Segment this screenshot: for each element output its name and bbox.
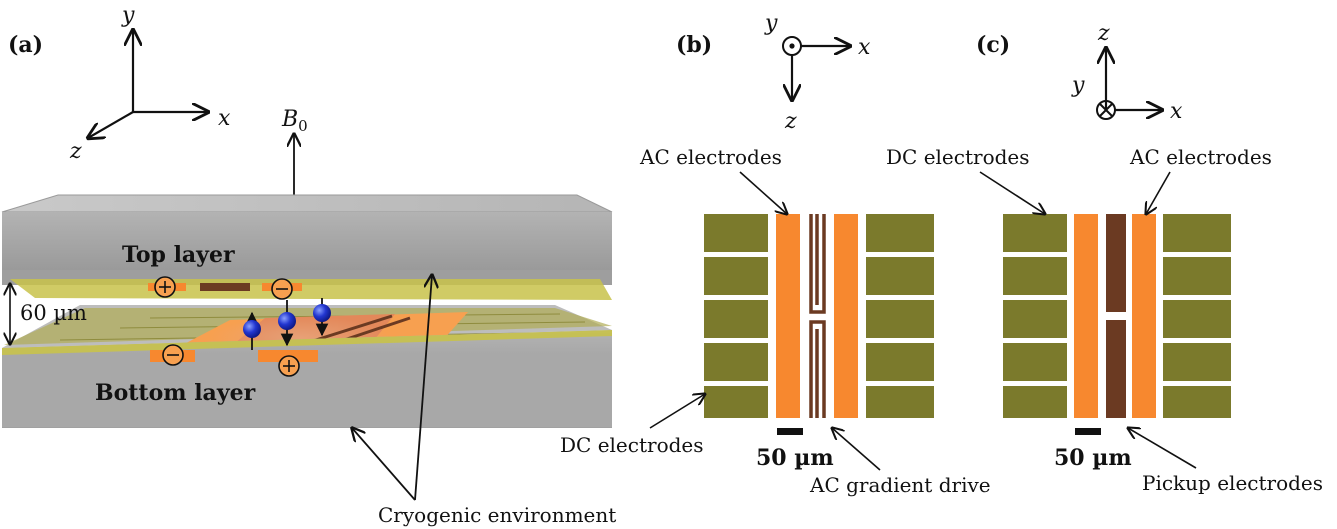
particles xyxy=(243,298,331,350)
dc-electrodes-pointer-b xyxy=(649,394,705,429)
cryo-arrow-bottom xyxy=(352,428,416,501)
panel-c-axes: z y x xyxy=(1071,21,1183,124)
axis-y-label: y xyxy=(121,3,135,28)
axis-x-label-b: x xyxy=(858,35,871,60)
dc-electrodes-label-b: DC electrodes xyxy=(560,433,704,457)
axis-z-label-b: z xyxy=(784,109,797,134)
particle-2 xyxy=(278,312,296,330)
particle-3 xyxy=(313,304,331,322)
ac-gradient-drive-pointer xyxy=(832,428,881,471)
scale-bar-c xyxy=(1075,428,1101,435)
panel-c: (c) z y x xyxy=(886,21,1323,495)
panel-a-label: (a) xyxy=(8,32,43,58)
cryo-arrow-top xyxy=(414,275,432,501)
bottom-layer-slab xyxy=(2,305,612,428)
particle-1 xyxy=(243,320,261,338)
pickup-electrodes-label: Pickup electrodes xyxy=(1142,471,1323,495)
ac-electrode-right-c xyxy=(1132,214,1156,418)
ac-gradient-drive xyxy=(809,214,826,418)
panel-b-label: (b) xyxy=(676,32,712,58)
panel-b: (b) y x z xyxy=(560,11,991,497)
dc-electrodes-left-b xyxy=(704,214,768,418)
panel-a: (a) y x z B0 Top layer xyxy=(1,3,616,527)
ac-electrode-left-c xyxy=(1074,214,1098,418)
ac-electrodes-pointer-c xyxy=(1146,171,1171,214)
scale-label-c: 50 µm xyxy=(1054,445,1132,471)
dc-electrodes-left-c xyxy=(1003,214,1067,418)
top-layer-label: Top layer xyxy=(122,242,235,268)
pickup-electrode-top xyxy=(1106,214,1126,312)
scale-label-b: 50 µm xyxy=(756,445,834,471)
axis-z-label-c: z xyxy=(1097,21,1110,46)
panel-c-label: (c) xyxy=(976,32,1010,58)
panel-b-axes: y x z xyxy=(764,11,871,134)
ac-gradient-drive-label: AC gradient drive xyxy=(809,473,991,497)
axis-y-label-b: y xyxy=(764,11,778,36)
axis-x-label-c: x xyxy=(1170,99,1183,124)
ac-electrode-right-b xyxy=(834,214,858,418)
dc-electrodes-right-c xyxy=(1163,214,1231,418)
cryogenic-label: Cryogenic environment xyxy=(378,503,616,527)
top-layer-slab xyxy=(1,194,613,300)
b0-label: B0 xyxy=(281,107,308,135)
axis-z-label: z xyxy=(69,139,82,164)
dc-electrodes-pointer-c xyxy=(979,171,1045,214)
ac-electrodes-label-b: AC electrodes xyxy=(639,145,782,169)
ac-electrodes-label-c: AC electrodes xyxy=(1129,145,1272,169)
ac-electrodes-pointer-b xyxy=(739,171,787,214)
bottom-layer-label: Bottom layer xyxy=(95,380,256,406)
ac-electrode-left-b xyxy=(776,214,800,418)
axis-x-label: x xyxy=(218,106,231,131)
panel-a-axes: y x z xyxy=(69,3,231,164)
dc-electrodes-label-c: DC electrodes xyxy=(886,145,1030,169)
charge-symbols xyxy=(154,276,300,377)
dc-electrodes-right-b xyxy=(866,214,934,418)
top-electrode-2 xyxy=(200,283,250,291)
pickup-electrode-bottom xyxy=(1106,320,1126,418)
gap-label: 60 µm xyxy=(20,301,87,325)
axis-y-label-c: y xyxy=(1071,73,1085,98)
scale-bar-b xyxy=(777,428,803,435)
pickup-electrodes-pointer xyxy=(1128,428,1197,469)
